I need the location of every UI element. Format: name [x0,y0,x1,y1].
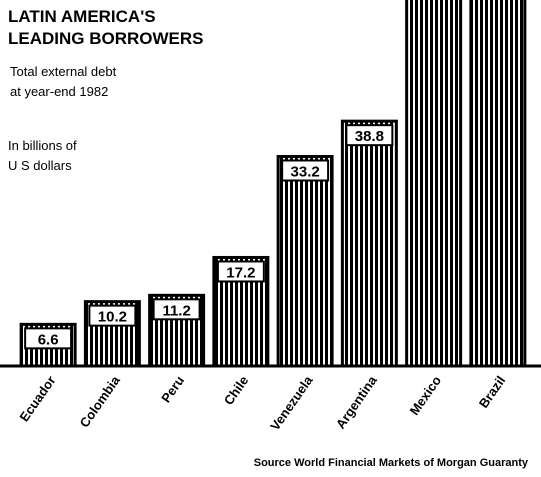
x-tick-label: Chile [221,373,252,408]
value-label-box [24,327,73,350]
x-tick-label: Venezuela [267,372,316,433]
value-label-box [281,159,330,182]
bar [340,119,398,368]
value-label: 6.6 [38,331,59,348]
title-line: LATIN AMERICA'S [8,7,156,26]
source-note: Source World Financial Markets of Morgan… [254,457,529,469]
label-line: In billions of [8,138,77,153]
value-label: 33.2 [291,163,320,180]
value-label-box [345,124,394,147]
x-tick-label: Ecuador [16,373,58,424]
value-label: 17.2 [226,264,255,281]
y-axis-label: In billions of U S dollars [8,138,80,173]
x-tick-label: Peru [158,373,187,405]
value-label: 38.8 [355,128,384,145]
value-label: 11.2 [162,302,190,319]
value-label-box [152,298,201,321]
x-tick-label: Colombia [77,372,124,430]
value-label-box [216,260,265,283]
value-label: 10.2 [98,309,127,326]
title-line: LEADING BORROWERS [8,29,204,48]
bar [469,0,527,368]
value-label-box [88,304,137,327]
bar [276,154,334,368]
chart-title: LATIN AMERICA'S LEADING BORROWERS [8,7,204,48]
x-tick-label: Argentina [333,372,381,431]
bar [405,0,463,368]
label-line: U S dollars [8,158,72,173]
chart-subtitle: Total external debt at year-end 1982 [10,64,120,99]
x-tick-label: Mexico [407,373,445,418]
x-tick-label: Brazil [476,373,509,411]
subtitle-line: at year-end 1982 [10,84,108,99]
subtitle-line: Total external debt [10,64,117,79]
